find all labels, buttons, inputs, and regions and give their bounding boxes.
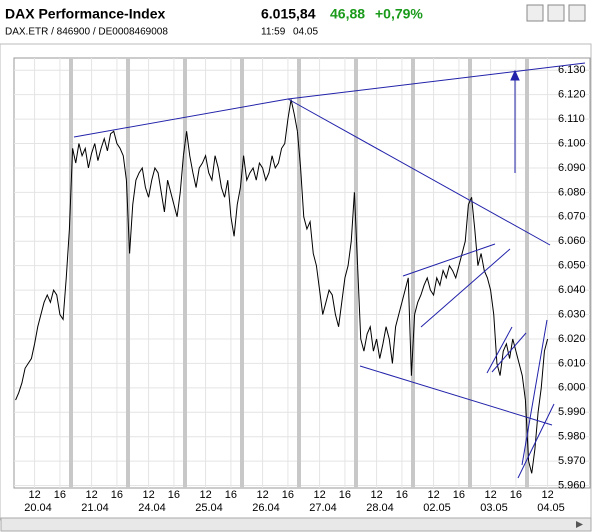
price-line bbox=[186, 131, 241, 237]
settings-icon[interactable] bbox=[568, 4, 586, 22]
y-tick-label: 6.120 bbox=[558, 89, 586, 101]
day-connector bbox=[239, 155, 245, 188]
date-label: 03.05 bbox=[480, 502, 508, 514]
x-tick-label: 12 bbox=[313, 489, 325, 501]
y-tick-label: 5.980 bbox=[558, 431, 586, 443]
symbol: DAX.ETR / 846900 / DE0008469008 bbox=[5, 27, 168, 38]
x-tick-label: 12 bbox=[256, 489, 268, 501]
date-label: 02.05 bbox=[423, 502, 451, 514]
trend-lines bbox=[73, 62, 586, 479]
date-label: 24.04 bbox=[138, 502, 166, 514]
x-tick-label: 16 bbox=[111, 489, 123, 501]
time: 11:59 bbox=[261, 27, 286, 38]
price: 6.015,84 bbox=[261, 6, 316, 22]
chart-icon[interactable] bbox=[526, 4, 544, 22]
x-tick-label: 16 bbox=[54, 489, 66, 501]
scrollbar[interactable] bbox=[0, 517, 592, 532]
trend-line bbox=[486, 326, 513, 374]
y-tick-label: 6.050 bbox=[558, 260, 586, 272]
y-tick-label: 5.990 bbox=[558, 406, 586, 418]
y-tick-label: 6.130 bbox=[558, 64, 586, 76]
x-tick-label: 12 bbox=[541, 489, 553, 501]
y-tick-label: 6.080 bbox=[558, 186, 586, 198]
x-tick-label: 16 bbox=[282, 489, 294, 501]
price-line bbox=[72, 130, 127, 181]
y-tick-label: 6.040 bbox=[558, 284, 586, 296]
change: 46,88 bbox=[330, 6, 365, 22]
price-line bbox=[528, 338, 549, 474]
trend-line bbox=[491, 332, 527, 373]
date: 04.05 bbox=[293, 27, 318, 38]
y-tick-label: 6.070 bbox=[558, 211, 586, 223]
date-label: 26.04 bbox=[252, 502, 280, 514]
y-tick-label: 6.060 bbox=[558, 235, 586, 247]
x-tick-label: 16 bbox=[453, 489, 465, 501]
y-tick-label: 6.030 bbox=[558, 308, 586, 320]
trend-line bbox=[359, 365, 553, 426]
x-tick-label: 16 bbox=[339, 489, 351, 501]
trend-line bbox=[517, 403, 555, 479]
y-tick-label: 6.100 bbox=[558, 137, 586, 149]
x-tick-label: 12 bbox=[370, 489, 382, 501]
price-line bbox=[129, 155, 184, 254]
day-connector bbox=[410, 314, 416, 376]
title: DAX Performance-Index bbox=[5, 6, 165, 22]
x-tick-label: 12 bbox=[199, 489, 211, 501]
news-icon[interactable] bbox=[547, 4, 565, 22]
y-tick-label: 6.020 bbox=[558, 333, 586, 345]
change-pct: +0,79% bbox=[375, 6, 423, 22]
price-line bbox=[357, 265, 412, 376]
price-line bbox=[243, 99, 298, 183]
y-tick-label: 5.970 bbox=[558, 455, 586, 467]
x-tick-label: 16 bbox=[168, 489, 180, 501]
day-connector bbox=[125, 180, 131, 254]
date-label: 28.04 bbox=[366, 502, 394, 514]
trend-line bbox=[420, 248, 511, 328]
day-connector bbox=[182, 131, 188, 156]
x-tick-label: 12 bbox=[85, 489, 97, 501]
x-tick-label: 16 bbox=[510, 489, 522, 501]
price-line bbox=[15, 228, 70, 401]
trend-line bbox=[287, 98, 551, 246]
day-connector bbox=[353, 192, 359, 266]
x-tick-label: 12 bbox=[427, 489, 439, 501]
price-line bbox=[300, 167, 355, 327]
x-tick-label: 16 bbox=[225, 489, 237, 501]
y-tick-label: 6.090 bbox=[558, 162, 586, 174]
scroll-arrow[interactable] bbox=[576, 521, 583, 528]
trend-line bbox=[521, 319, 548, 466]
price-line bbox=[471, 197, 526, 401]
day-connector bbox=[524, 400, 530, 462]
trend-line bbox=[402, 243, 496, 277]
x-tick-label: 12 bbox=[484, 489, 496, 501]
plot-area bbox=[13, 57, 591, 489]
toolbar bbox=[526, 4, 586, 22]
date-label: 25.04 bbox=[195, 502, 223, 514]
y-tick-label: 6.010 bbox=[558, 357, 586, 369]
date-label: 21.04 bbox=[81, 502, 109, 514]
date-label: 27.04 bbox=[309, 502, 337, 514]
day-connector bbox=[296, 131, 302, 168]
date-label: 04.05 bbox=[537, 502, 565, 514]
x-tick-label: 16 bbox=[396, 489, 408, 501]
y-tick-label: 6.110 bbox=[558, 113, 585, 125]
price-line bbox=[414, 204, 469, 315]
date-label: 20.04 bbox=[24, 502, 52, 514]
y-tick-label: 6.000 bbox=[558, 382, 586, 394]
arrow-head bbox=[510, 69, 520, 81]
day-connector bbox=[68, 148, 74, 230]
x-tick-label: 12 bbox=[142, 489, 154, 501]
x-tick-label: 12 bbox=[28, 489, 40, 501]
y-tick-label: 5.960 bbox=[558, 479, 586, 491]
